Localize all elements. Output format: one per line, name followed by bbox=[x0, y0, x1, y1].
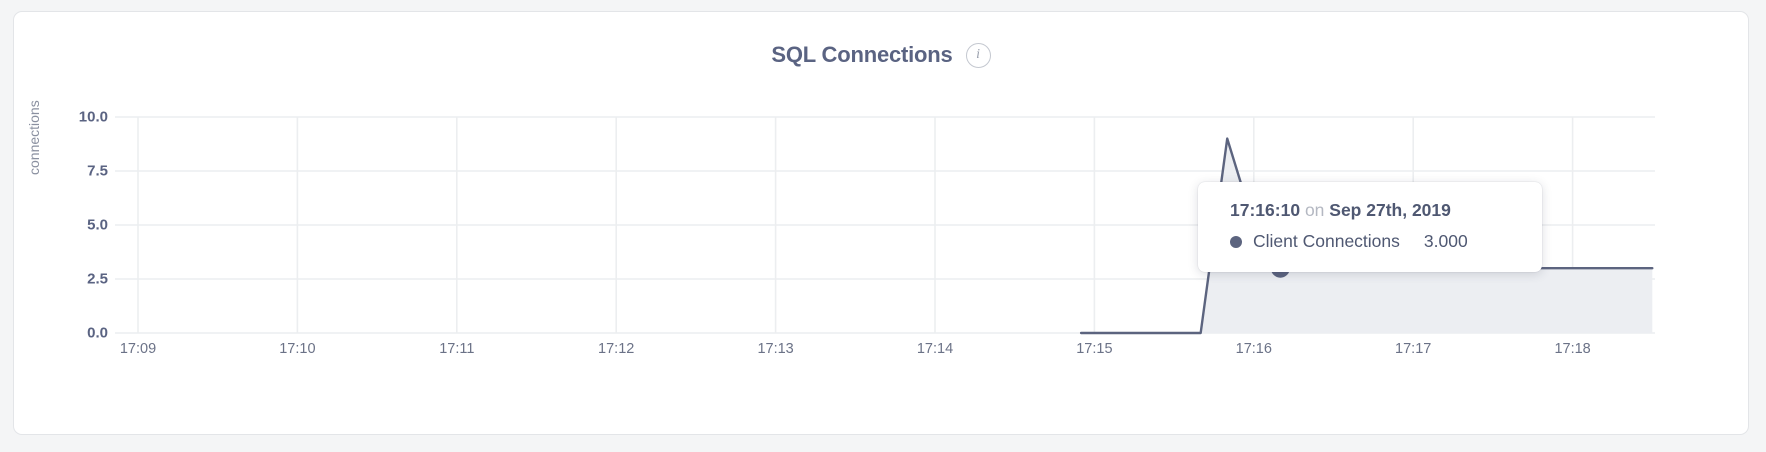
chart-tooltip: 17:16:10 on Sep 27th, 2019 Client Connec… bbox=[1198, 182, 1542, 272]
chart-header: SQL Connections i bbox=[14, 42, 1748, 68]
tooltip-separator: on bbox=[1304, 200, 1325, 220]
tooltip-series-name: Client Connections bbox=[1253, 231, 1400, 251]
tooltip-time: 17:16:10 bbox=[1230, 200, 1301, 220]
tooltip-timestamp: 17:16:10 on Sep 27th, 2019 bbox=[1230, 200, 1516, 221]
page-title: SQL Connections bbox=[771, 42, 953, 67]
series-color-dot bbox=[1230, 235, 1242, 248]
tooltip-series-row: Client Connections 3.000 bbox=[1230, 231, 1516, 252]
tooltip-series-value: 3.000 bbox=[1423, 231, 1468, 251]
tooltip-date: Sep 27th, 2019 bbox=[1329, 200, 1451, 220]
info-icon[interactable]: i bbox=[965, 42, 991, 68]
